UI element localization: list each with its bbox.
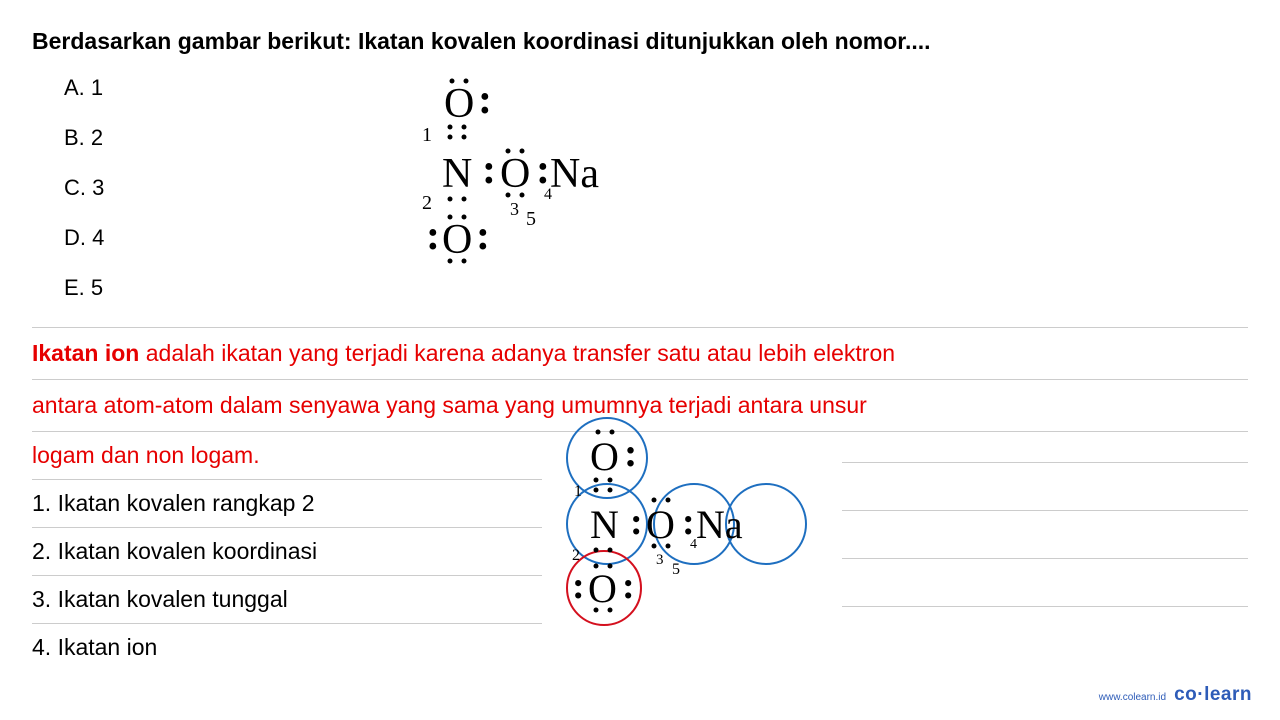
footer-url: www.colearn.id [1099, 692, 1166, 703]
definition-bold: Ikatan ion [32, 340, 139, 366]
svg-text:3: 3 [656, 552, 664, 568]
svg-text:O: O [646, 502, 675, 547]
svg-text:O: O [500, 151, 530, 197]
svg-text:N: N [442, 151, 472, 197]
definition-line-3: logam dan non logam. [32, 432, 542, 479]
svg-text:N: N [590, 502, 619, 547]
svg-text:O: O [442, 217, 472, 263]
svg-text::: : [426, 213, 440, 259]
bond-item-2: 2. Ikatan kovalen koordinasi [32, 528, 542, 575]
svg-text:Na: Na [550, 151, 599, 197]
question-title: Berdasarkan gambar berikut: Ikatan koval… [32, 28, 1248, 55]
svg-text::: : [482, 147, 496, 193]
explanation-section: Ikatan ion adalah ikatan yang terjadi ka… [32, 327, 1248, 671]
svg-text:O: O [444, 81, 474, 127]
option-b: B. 2 [64, 125, 412, 151]
svg-text::: : [630, 501, 643, 543]
bond-label-5: 5 [526, 208, 536, 230]
svg-text:O: O [588, 566, 617, 611]
lewis-svg-2: O : N : O : Na [542, 412, 842, 642]
lewis-diagram-2: O : N : O : Na [542, 412, 842, 642]
definition-line-1: Ikatan ion adalah ikatan yang terjadi ka… [32, 328, 1248, 379]
svg-text:4: 4 [690, 537, 697, 552]
upper-section: A. 1 B. 2 C. 3 D. 4 E. 5 O : N : O [32, 75, 1248, 325]
definition-rest-1: adalah ikatan yang terjadi karena adanya… [139, 340, 895, 366]
svg-text:1: 1 [574, 483, 582, 500]
svg-text:Na: Na [696, 502, 743, 547]
footer: www.colearn.id co·learn [1099, 684, 1252, 706]
option-a: A. 1 [64, 75, 412, 101]
svg-text:5: 5 [672, 561, 680, 578]
content-area: Berdasarkan gambar berikut: Ikatan koval… [0, 0, 1280, 671]
bond-item-1: 1. Ikatan kovalen rangkap 2 [32, 480, 542, 527]
bond-label-4: 4 [544, 186, 552, 203]
bond-item-3: 3. Ikatan kovalen tunggal [32, 576, 542, 623]
svg-text::: : [476, 213, 490, 259]
lewis-diagram-1: O : N : O : Na O [412, 75, 712, 295]
bond-item-4: 4. Ikatan ion [32, 624, 542, 671]
lower-section: logam dan non logam. 1. Ikatan kovalen r… [32, 432, 1248, 671]
svg-text:2: 2 [572, 547, 580, 564]
option-d: D. 4 [64, 225, 412, 251]
svg-text::: : [478, 77, 492, 123]
svg-text::: : [624, 430, 637, 475]
bond-list: logam dan non logam. 1. Ikatan kovalen r… [32, 432, 542, 671]
bond-label-1: 1 [422, 124, 432, 146]
lewis-svg-1: O : N : O : Na O [412, 75, 712, 295]
bond-label-3: 3 [510, 199, 519, 219]
svg-text::: : [572, 565, 585, 607]
svg-text::: : [622, 565, 635, 607]
options-list: A. 1 B. 2 C. 3 D. 4 E. 5 [32, 75, 412, 325]
option-e: E. 5 [64, 275, 412, 301]
bond-label-2: 2 [422, 192, 432, 214]
svg-text:O: O [590, 434, 619, 479]
option-c: C. 3 [64, 175, 412, 201]
right-rules [842, 432, 1248, 654]
footer-logo: co·learn [1174, 684, 1252, 706]
